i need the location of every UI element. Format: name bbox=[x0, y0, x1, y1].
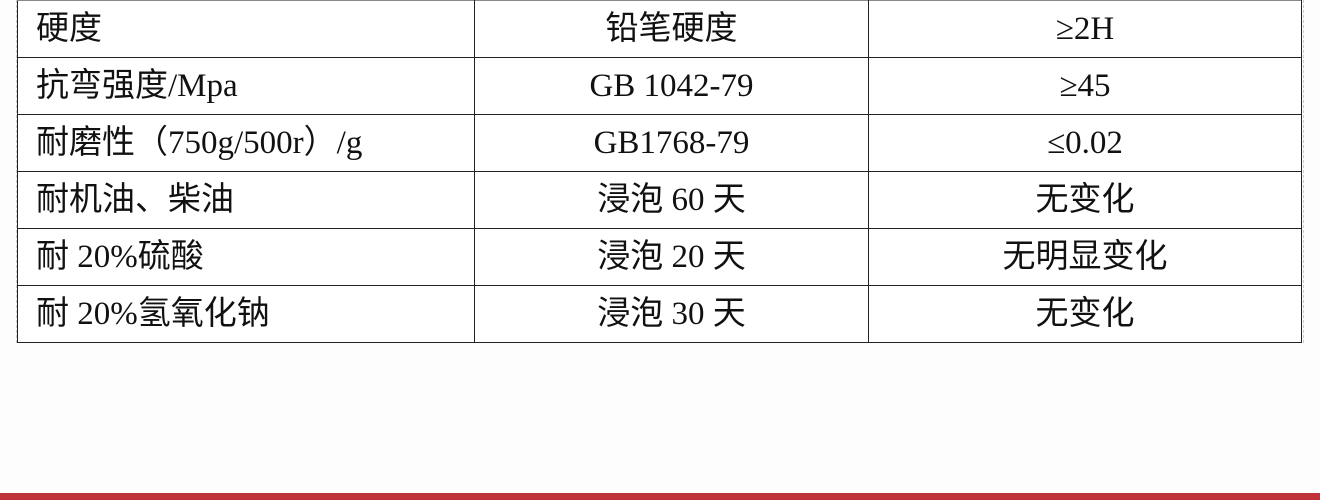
method-cell: 浸泡 60 天 bbox=[474, 171, 869, 229]
property-cell: 抗弯强度/Mpa bbox=[17, 57, 475, 115]
value-cell: 无变化 bbox=[868, 285, 1302, 343]
property-cell: 耐磨性（750g/500r）/g bbox=[17, 114, 475, 172]
property-cell: 耐机油、柴油 bbox=[17, 171, 475, 229]
method-cell: 浸泡 30 天 bbox=[474, 285, 869, 343]
value-cell: ≥2H bbox=[868, 0, 1302, 58]
method-cell: 铅笔硬度 bbox=[474, 0, 869, 58]
property-cell: 硬度 bbox=[17, 0, 475, 58]
property-cell: 耐 20%氢氧化钠 bbox=[17, 285, 475, 343]
table-row: 耐 20%氢氧化钠 浸泡 30 天 无变化 bbox=[17, 285, 1302, 343]
table-row: 耐机油、柴油 浸泡 60 天 无变化 bbox=[17, 171, 1302, 229]
table-row: 耐 20%硫酸 浸泡 20 天 无明显变化 bbox=[17, 228, 1302, 286]
value-cell: 无明显变化 bbox=[868, 228, 1302, 286]
table-row: 硬度 铅笔硬度 ≥2H bbox=[17, 0, 1302, 58]
table-row: 耐磨性（750g/500r）/g GB1768-79 ≤0.02 bbox=[17, 114, 1302, 172]
value-cell: ≥45 bbox=[868, 57, 1302, 115]
table-row: 抗弯强度/Mpa GB 1042-79 ≥45 bbox=[17, 57, 1302, 115]
properties-table: 硬度 铅笔硬度 ≥2H 抗弯强度/Mpa GB 1042-79 ≥45 耐磨性（… bbox=[17, 0, 1302, 343]
value-cell: ≤0.02 bbox=[868, 114, 1302, 172]
table-guide-right bbox=[1303, 0, 1304, 343]
method-cell: GB 1042-79 bbox=[474, 57, 869, 115]
method-cell: 浸泡 20 天 bbox=[474, 228, 869, 286]
table-guide-left bbox=[16, 0, 17, 343]
value-cell: 无变化 bbox=[868, 171, 1302, 229]
footer-bar bbox=[0, 493, 1320, 500]
method-cell: GB1768-79 bbox=[474, 114, 869, 172]
property-cell: 耐 20%硫酸 bbox=[17, 228, 475, 286]
